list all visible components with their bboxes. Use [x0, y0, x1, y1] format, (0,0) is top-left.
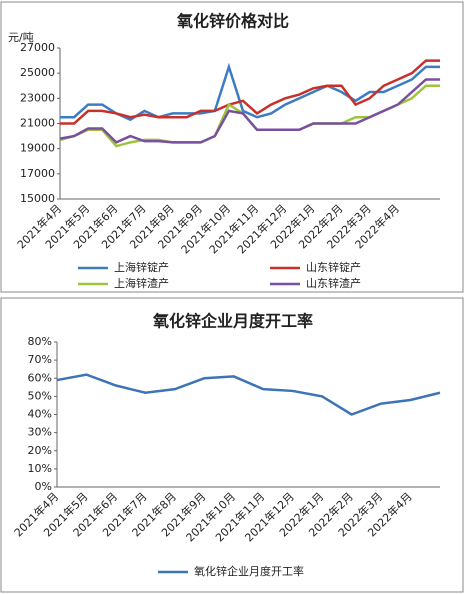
y-tick-label: 30% — [28, 426, 52, 439]
legend-label: 上海锌锭产 — [114, 260, 169, 274]
y-axis-label: 元/吨 — [8, 31, 34, 44]
y-tick-label: 23000 — [20, 91, 55, 104]
legend-label: 山东锌渣产 — [306, 276, 361, 290]
y-tick-label: 17000 — [20, 167, 55, 180]
y-tick-label: 70% — [28, 353, 52, 366]
chart-title: 氧化锌企业月度开工率 — [152, 312, 313, 331]
y-tick-label: 19000 — [20, 142, 55, 155]
y-tick-label: 21000 — [20, 117, 55, 130]
legend-label: 上海锌渣产 — [114, 276, 169, 290]
chart-title: 氧化锌价格对比 — [176, 12, 289, 31]
y-tick-label: 27000 — [20, 41, 55, 54]
y-tick-label: 40% — [28, 408, 52, 421]
y-tick-label: 50% — [28, 389, 52, 402]
series-line — [59, 78, 440, 144]
series-line — [56, 373, 441, 416]
frame — [0, 1, 464, 293]
y-tick-label: 60% — [28, 371, 52, 384]
y-tick-label: 80% — [28, 335, 52, 348]
y-tick-label: 10% — [28, 462, 52, 475]
y-tick-label: 0% — [35, 480, 52, 493]
frame — [0, 297, 464, 593]
series-line — [60, 59, 440, 125]
legend-label: 氧化锌企业月度开工率 — [194, 564, 304, 578]
y-tick-label: 15000 — [20, 192, 55, 205]
legend-label: 山东锌锭产 — [306, 260, 361, 274]
y-tick-label: 20% — [28, 444, 52, 457]
series-line — [59, 84, 440, 148]
y-tick-label: 25000 — [20, 66, 55, 79]
